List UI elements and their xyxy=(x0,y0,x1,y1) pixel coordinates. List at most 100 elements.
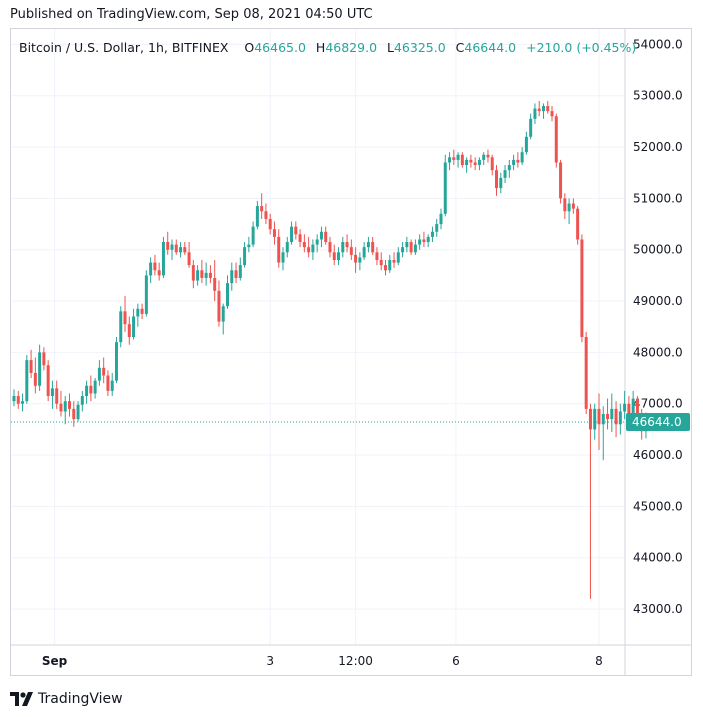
candle-body xyxy=(482,154,486,160)
candle-body xyxy=(375,252,379,260)
x-tick-label: 12:00 xyxy=(338,654,373,668)
candle-body xyxy=(550,111,554,117)
candle-body xyxy=(345,242,349,248)
candle-body xyxy=(196,270,200,281)
candle-body xyxy=(554,116,558,163)
candle-body xyxy=(366,242,370,248)
candle-body xyxy=(140,308,144,314)
candle-body xyxy=(208,272,212,278)
candle-body xyxy=(571,203,575,209)
candle-body xyxy=(29,360,33,373)
candle-body xyxy=(422,239,426,243)
candle-body xyxy=(187,252,191,266)
candle-body xyxy=(260,206,264,212)
candle-body xyxy=(456,154,460,160)
candle-body xyxy=(123,311,127,325)
x-tick-label: 6 xyxy=(452,654,460,668)
candle-body xyxy=(631,398,635,414)
candle-body xyxy=(563,198,567,212)
candle-body xyxy=(72,408,76,420)
candle-body xyxy=(396,252,400,263)
legend-low-value: 46325.0 xyxy=(393,40,446,55)
candle-body xyxy=(546,106,550,112)
candle-body xyxy=(495,170,499,189)
candle-body xyxy=(332,252,336,260)
y-tick-label: 54000.0 xyxy=(633,37,683,51)
candle-body xyxy=(452,157,456,160)
candle-body xyxy=(302,242,306,248)
candle-body xyxy=(59,403,63,412)
candle-body xyxy=(405,242,409,248)
candle-body xyxy=(358,257,362,263)
legend-change: +210.0 (+0.45%) xyxy=(526,40,637,55)
candle-body xyxy=(392,260,396,263)
candle-body xyxy=(328,242,332,253)
candle-body xyxy=(337,252,341,260)
candle-body xyxy=(247,244,251,248)
candle-body xyxy=(89,385,93,394)
candle-body xyxy=(324,231,328,243)
tradingview-logo-icon xyxy=(10,692,33,706)
candle-body xyxy=(601,414,605,425)
candle-body xyxy=(264,211,268,219)
candle-body xyxy=(63,401,67,412)
legend-close-label: C xyxy=(455,40,465,55)
candle-body xyxy=(166,242,170,250)
legend-close-value: 46644.0 xyxy=(464,40,517,55)
footer-brand: TradingView xyxy=(38,691,123,707)
candle-body xyxy=(144,275,148,314)
candle-body xyxy=(311,244,315,253)
candle-body xyxy=(567,203,571,212)
candle-body xyxy=(606,414,610,420)
candle-body xyxy=(499,177,503,189)
candle-body xyxy=(127,324,131,337)
candle-body xyxy=(255,206,259,227)
candle-body xyxy=(354,254,358,263)
candle-body xyxy=(93,380,97,394)
candlestick-chart[interactable]: 43000.0 44000.0 45000.0 46000.0 47000.0 48000… xyxy=(11,29,691,675)
candle-body xyxy=(119,311,123,343)
candle-body xyxy=(281,252,285,263)
y-tick-label: 47000.0 xyxy=(633,397,683,411)
candle-body xyxy=(157,270,161,276)
candle-body xyxy=(371,242,375,253)
candle-body xyxy=(80,396,84,405)
candle-body xyxy=(580,239,584,337)
candle-body xyxy=(16,396,20,404)
candle-body xyxy=(149,262,153,276)
y-tick-label: 48000.0 xyxy=(633,345,683,359)
y-tick-label: 53000.0 xyxy=(633,89,683,103)
candle-body xyxy=(68,401,72,409)
candle-body xyxy=(379,260,383,266)
candle-body xyxy=(537,108,541,112)
candle-body xyxy=(341,242,345,253)
candle-body xyxy=(349,247,353,255)
y-tick-label: 44000.0 xyxy=(633,551,683,565)
candle-body xyxy=(503,170,507,178)
y-tick-label: 52000.0 xyxy=(633,140,683,154)
candle-body xyxy=(200,270,204,278)
candle-body xyxy=(388,260,392,271)
candle-body xyxy=(106,375,110,391)
candle-body xyxy=(443,162,447,214)
candle-body xyxy=(285,242,289,253)
chart-frame[interactable]: 43000.0 44000.0 45000.0 46000.0 47000.0 48000… xyxy=(10,28,692,676)
candle-body xyxy=(230,270,234,284)
candle-body xyxy=(597,408,601,425)
candle-body xyxy=(161,242,165,276)
candle-body xyxy=(42,352,46,366)
candle-body xyxy=(490,157,494,171)
legend-low-label: L xyxy=(387,40,394,55)
candle-body xyxy=(362,247,366,258)
candle-body xyxy=(234,270,238,278)
candle-body xyxy=(85,385,89,397)
candle-body xyxy=(588,408,592,430)
candle-body xyxy=(238,265,242,278)
candle-body xyxy=(277,236,281,263)
published-header: Published on TradingView.com, Sep 08, 20… xyxy=(10,7,373,22)
candle-body xyxy=(153,262,157,271)
candle-body xyxy=(529,118,533,137)
candle-body xyxy=(46,365,50,397)
candle-body xyxy=(623,403,627,412)
candle-body xyxy=(179,247,183,253)
